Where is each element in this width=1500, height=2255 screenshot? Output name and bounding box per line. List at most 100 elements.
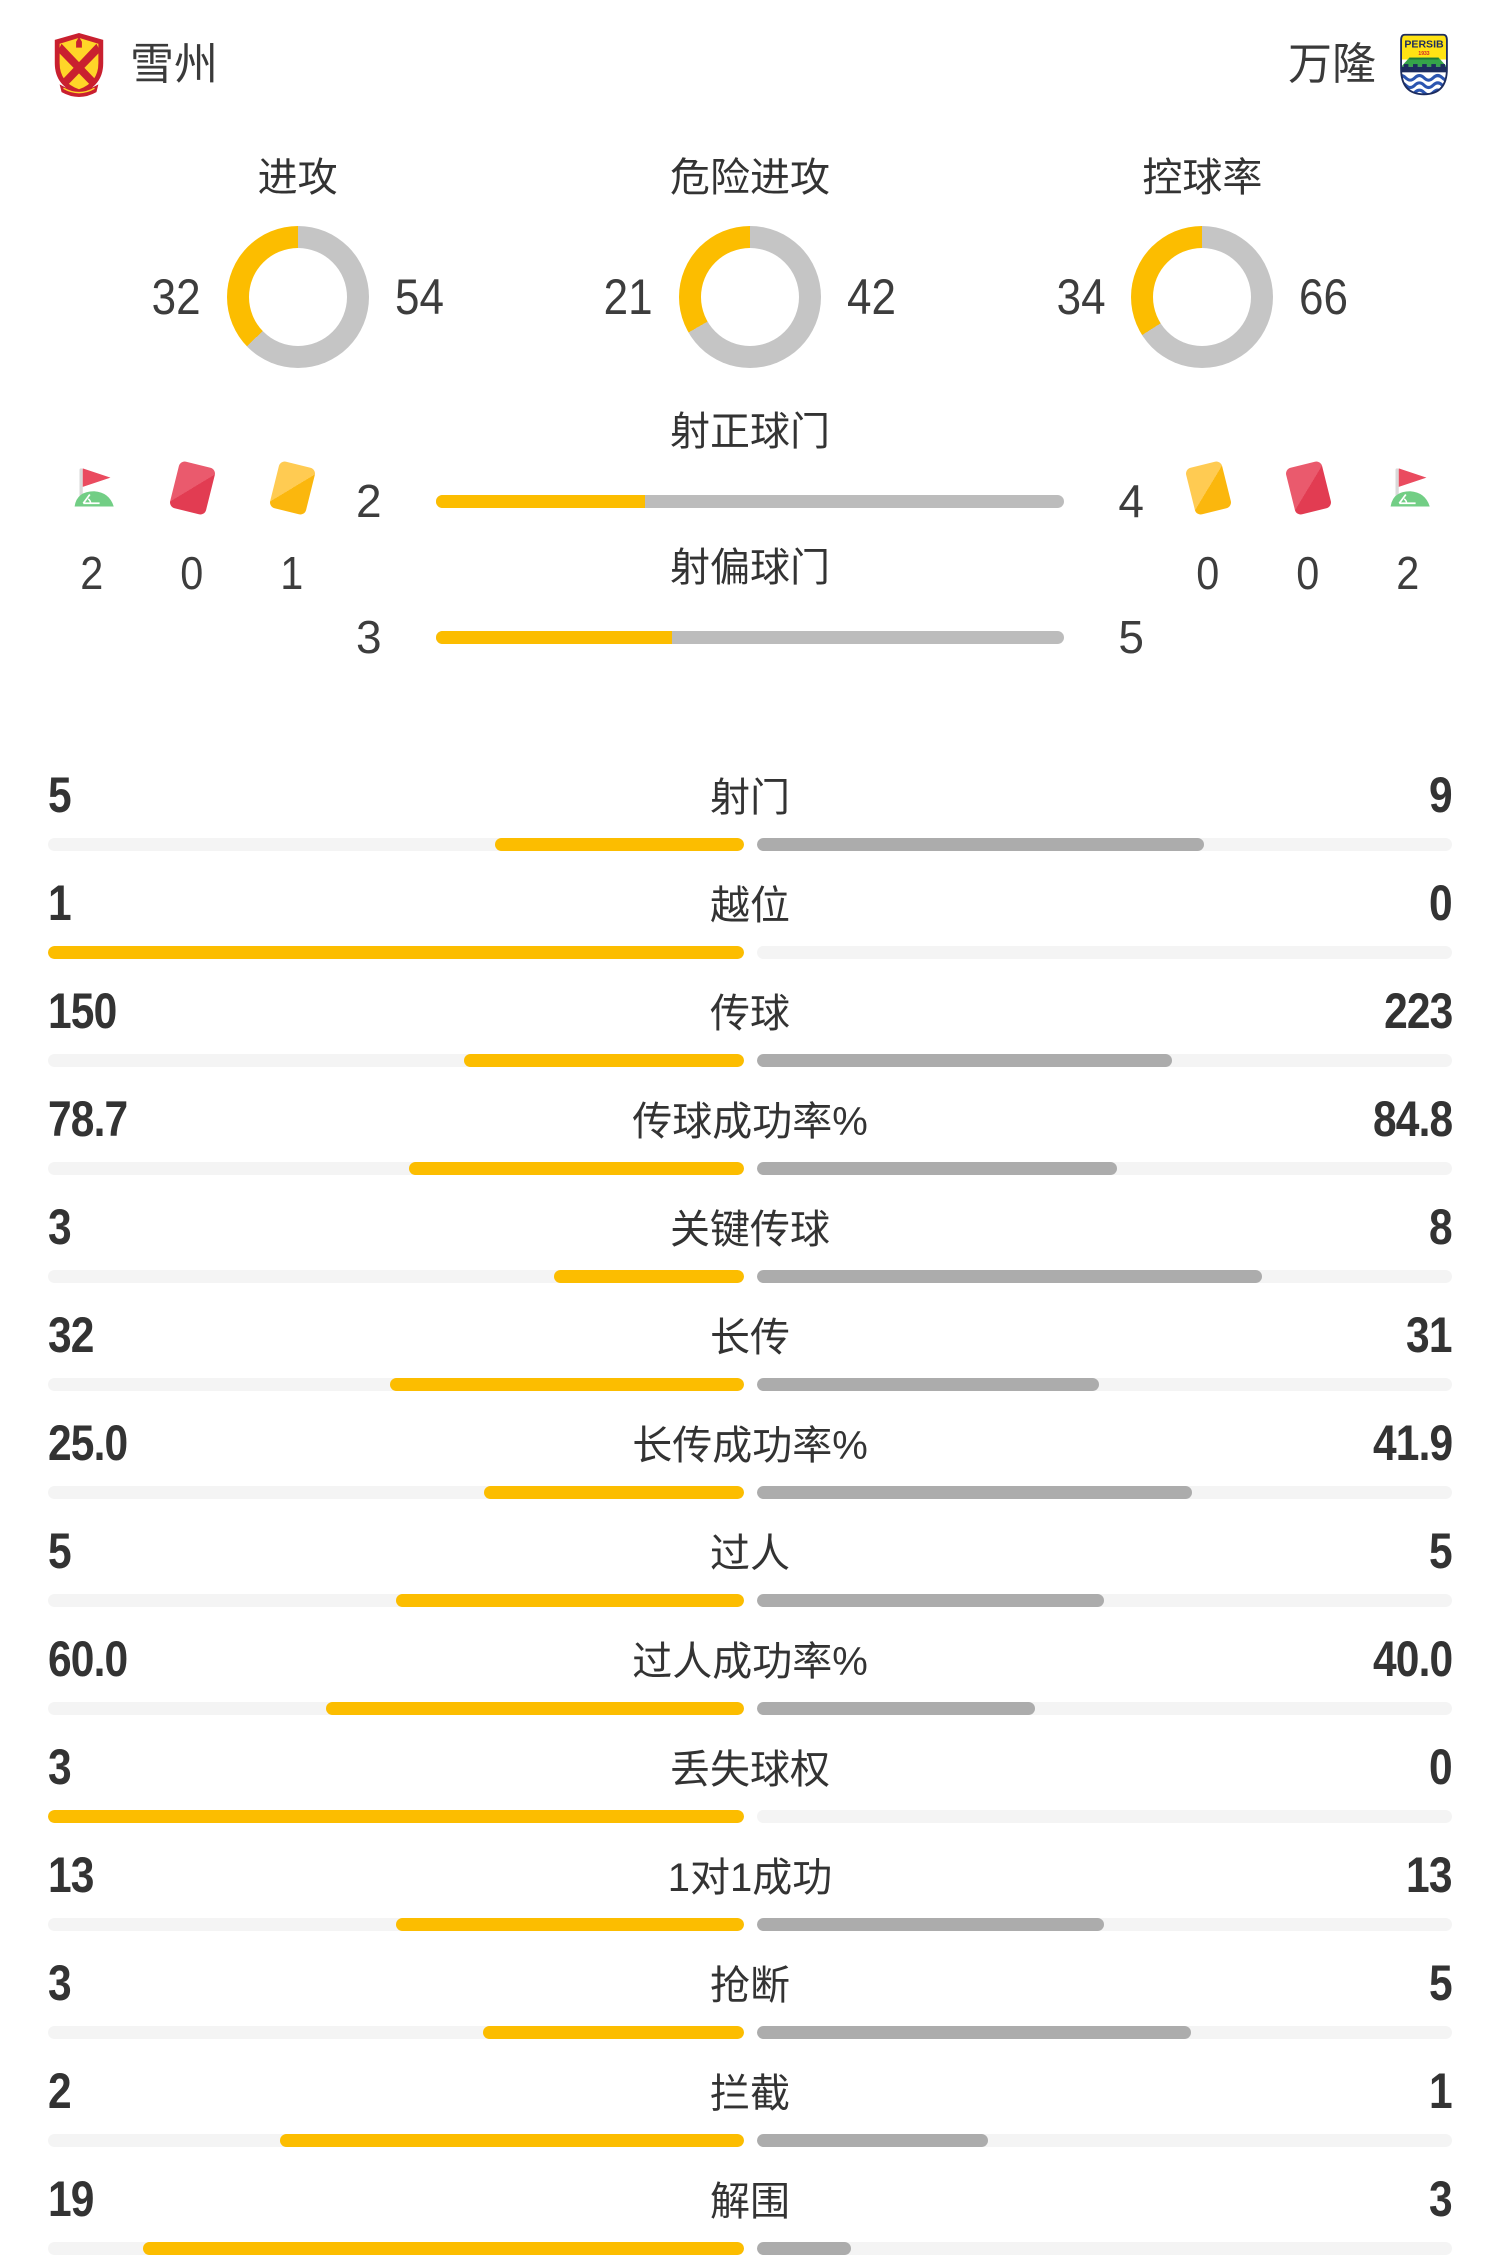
shot-stat-row: 射正球门 2 4 bbox=[356, 412, 1144, 524]
stat-bar bbox=[48, 1270, 1452, 1283]
stat-home-value: 150 bbox=[48, 983, 117, 1039]
donut-label: 进攻 bbox=[257, 156, 338, 200]
stat-label: 射门 bbox=[710, 776, 790, 820]
stats-list: 5 射门 9 1 越位 0 150 传球 bbox=[0, 770, 1500, 2255]
away-red-cards-value: 0 bbox=[1296, 547, 1320, 599]
stat-label: 1对1成功 bbox=[667, 1856, 833, 1900]
stat-row: 1 越位 0 bbox=[48, 875, 1453, 959]
shot-away-value: 4 bbox=[1118, 475, 1144, 527]
stat-row: 32 长传 31 bbox=[48, 1307, 1453, 1391]
donut-chart bbox=[679, 226, 821, 368]
stat-bar-away-fill bbox=[756, 2026, 1192, 2039]
stat-bar-away-fill bbox=[756, 1378, 1099, 1391]
stat-label: 过人 bbox=[710, 1532, 790, 1576]
away-team-name: 万隆 bbox=[1288, 40, 1376, 89]
home-corners-value: 2 bbox=[80, 547, 104, 599]
shot-stat-label: 射偏球门 bbox=[670, 546, 830, 590]
yellow-card-icon bbox=[268, 460, 316, 516]
donut-away-value: 66 bbox=[1299, 269, 1349, 325]
stat-row: 3 关键传球 8 bbox=[48, 1199, 1453, 1283]
stat-bar-away-fill bbox=[756, 1054, 1173, 1067]
yellow-card-icon bbox=[1184, 460, 1232, 516]
stat-home-value: 32 bbox=[48, 1307, 94, 1363]
stat-label: 抢断 bbox=[710, 1964, 790, 2008]
stat-bar-home-fill bbox=[482, 2026, 744, 2039]
stat-away-value: 84.8 bbox=[1372, 1091, 1453, 1147]
stat-label: 长传 bbox=[710, 1316, 790, 1360]
stat-bar bbox=[48, 2134, 1452, 2147]
stat-home-value: 5 bbox=[48, 1523, 72, 1579]
shot-stat-label: 射正球门 bbox=[670, 410, 830, 454]
stat-bar-home-fill bbox=[495, 838, 744, 851]
donut-home-value: 21 bbox=[604, 269, 653, 325]
shot-bars-block: 射正球门 2 4 射偏球门 3 5 bbox=[342, 412, 1158, 660]
stat-bar bbox=[48, 1594, 1452, 1607]
donut-away-value: 42 bbox=[847, 269, 896, 325]
red-card-icon bbox=[168, 460, 216, 516]
stat-away-value: 0 bbox=[1429, 875, 1453, 931]
donut-stat: 进攻 32 54 bbox=[145, 158, 450, 368]
stat-row: 78.7 传球成功率% 84.8 bbox=[48, 1091, 1453, 1175]
shot-bar-home-fill bbox=[436, 630, 672, 644]
away-corners-value: 2 bbox=[1396, 547, 1420, 599]
donut-charts-section: 进攻 32 54 危险进攻 21 42 控球率 34 66 bbox=[0, 158, 1500, 368]
corner-flag-icon bbox=[67, 462, 117, 514]
stat-bar bbox=[48, 1702, 1452, 1715]
discipline-and-shots-section: 2 0 1 射正球门 2 4 射偏球门 3 5 bbox=[0, 412, 1500, 660]
home-yellow-cards-value: 1 bbox=[280, 547, 304, 599]
donut-stat: 控球率 34 66 bbox=[1050, 158, 1355, 368]
shot-home-value: 2 bbox=[356, 475, 382, 527]
stat-home-value: 60.0 bbox=[48, 1631, 128, 1687]
away-team[interactable]: 万隆 bbox=[1288, 32, 1452, 98]
stat-row: 5 射门 9 bbox=[48, 767, 1453, 851]
stat-bar-home-fill bbox=[48, 946, 744, 959]
corner-flag-icon bbox=[1383, 462, 1433, 514]
stat-row: 25.0 长传成功率% 41.9 bbox=[48, 1418, 1453, 1499]
donut-home-value: 34 bbox=[1056, 269, 1106, 325]
stat-home-value: 19 bbox=[48, 2171, 94, 2227]
stat-bar-away-fill bbox=[756, 838, 1204, 851]
stat-bar-away-fill bbox=[756, 1918, 1105, 1931]
stat-row: 3 抢断 5 bbox=[48, 1958, 1453, 2039]
home-red-cards-value: 0 bbox=[180, 547, 204, 599]
stat-home-value: 5 bbox=[48, 767, 72, 823]
stat-bar-home-fill bbox=[390, 1378, 744, 1391]
away-team-logo: PERSIB 1933 bbox=[1400, 33, 1448, 96]
stat-label: 传球成功率% bbox=[632, 1100, 868, 1144]
stat-row: 60.0 过人成功率% 40.0 bbox=[48, 1631, 1453, 1715]
stat-label: 丢失球权 bbox=[670, 1748, 830, 1792]
stat-away-value: 13 bbox=[1406, 1847, 1452, 1903]
stat-label: 长传成功率% bbox=[632, 1424, 868, 1468]
stat-row: 19 解围 3 bbox=[48, 2171, 1453, 2255]
svg-text:PERSIB: PERSIB bbox=[1404, 39, 1444, 51]
home-team[interactable]: 雪州 bbox=[48, 30, 218, 100]
stat-row: 150 传球 223 bbox=[48, 983, 1453, 1067]
donut-label: 控球率 bbox=[1142, 156, 1263, 200]
stat-label: 过人成功率% bbox=[632, 1640, 868, 1684]
stat-away-value: 1 bbox=[1429, 2063, 1453, 2119]
shot-away-value: 5 bbox=[1118, 611, 1144, 663]
stat-bar-away-fill bbox=[756, 1162, 1118, 1175]
stat-home-value: 3 bbox=[48, 1199, 72, 1255]
stat-bar-away-fill bbox=[756, 1594, 1105, 1607]
stat-label: 越位 bbox=[710, 884, 790, 928]
stat-bar-home-fill bbox=[395, 1918, 744, 1931]
stat-home-value: 3 bbox=[48, 1739, 72, 1795]
stat-bar bbox=[48, 1486, 1452, 1499]
stat-bar-away-fill bbox=[756, 2134, 989, 2147]
home-team-logo bbox=[54, 33, 104, 97]
donut-stat: 危险进攻 21 42 bbox=[597, 158, 902, 368]
svg-text:1933: 1933 bbox=[1418, 51, 1429, 57]
stat-label: 解围 bbox=[710, 2180, 790, 2224]
shot-stat-row: 射偏球门 3 5 bbox=[356, 548, 1144, 660]
stat-bar-home-fill bbox=[408, 1162, 744, 1175]
stat-bar-home-fill bbox=[553, 1270, 744, 1283]
shot-bar bbox=[436, 630, 1064, 644]
stat-label: 关键传球 bbox=[670, 1208, 830, 1252]
stat-away-value: 8 bbox=[1429, 1199, 1453, 1255]
stat-home-value: 13 bbox=[48, 1847, 94, 1903]
stat-row: 2 拦截 1 bbox=[48, 2063, 1453, 2147]
shot-home-value: 3 bbox=[356, 611, 382, 663]
donut-chart bbox=[226, 226, 369, 368]
